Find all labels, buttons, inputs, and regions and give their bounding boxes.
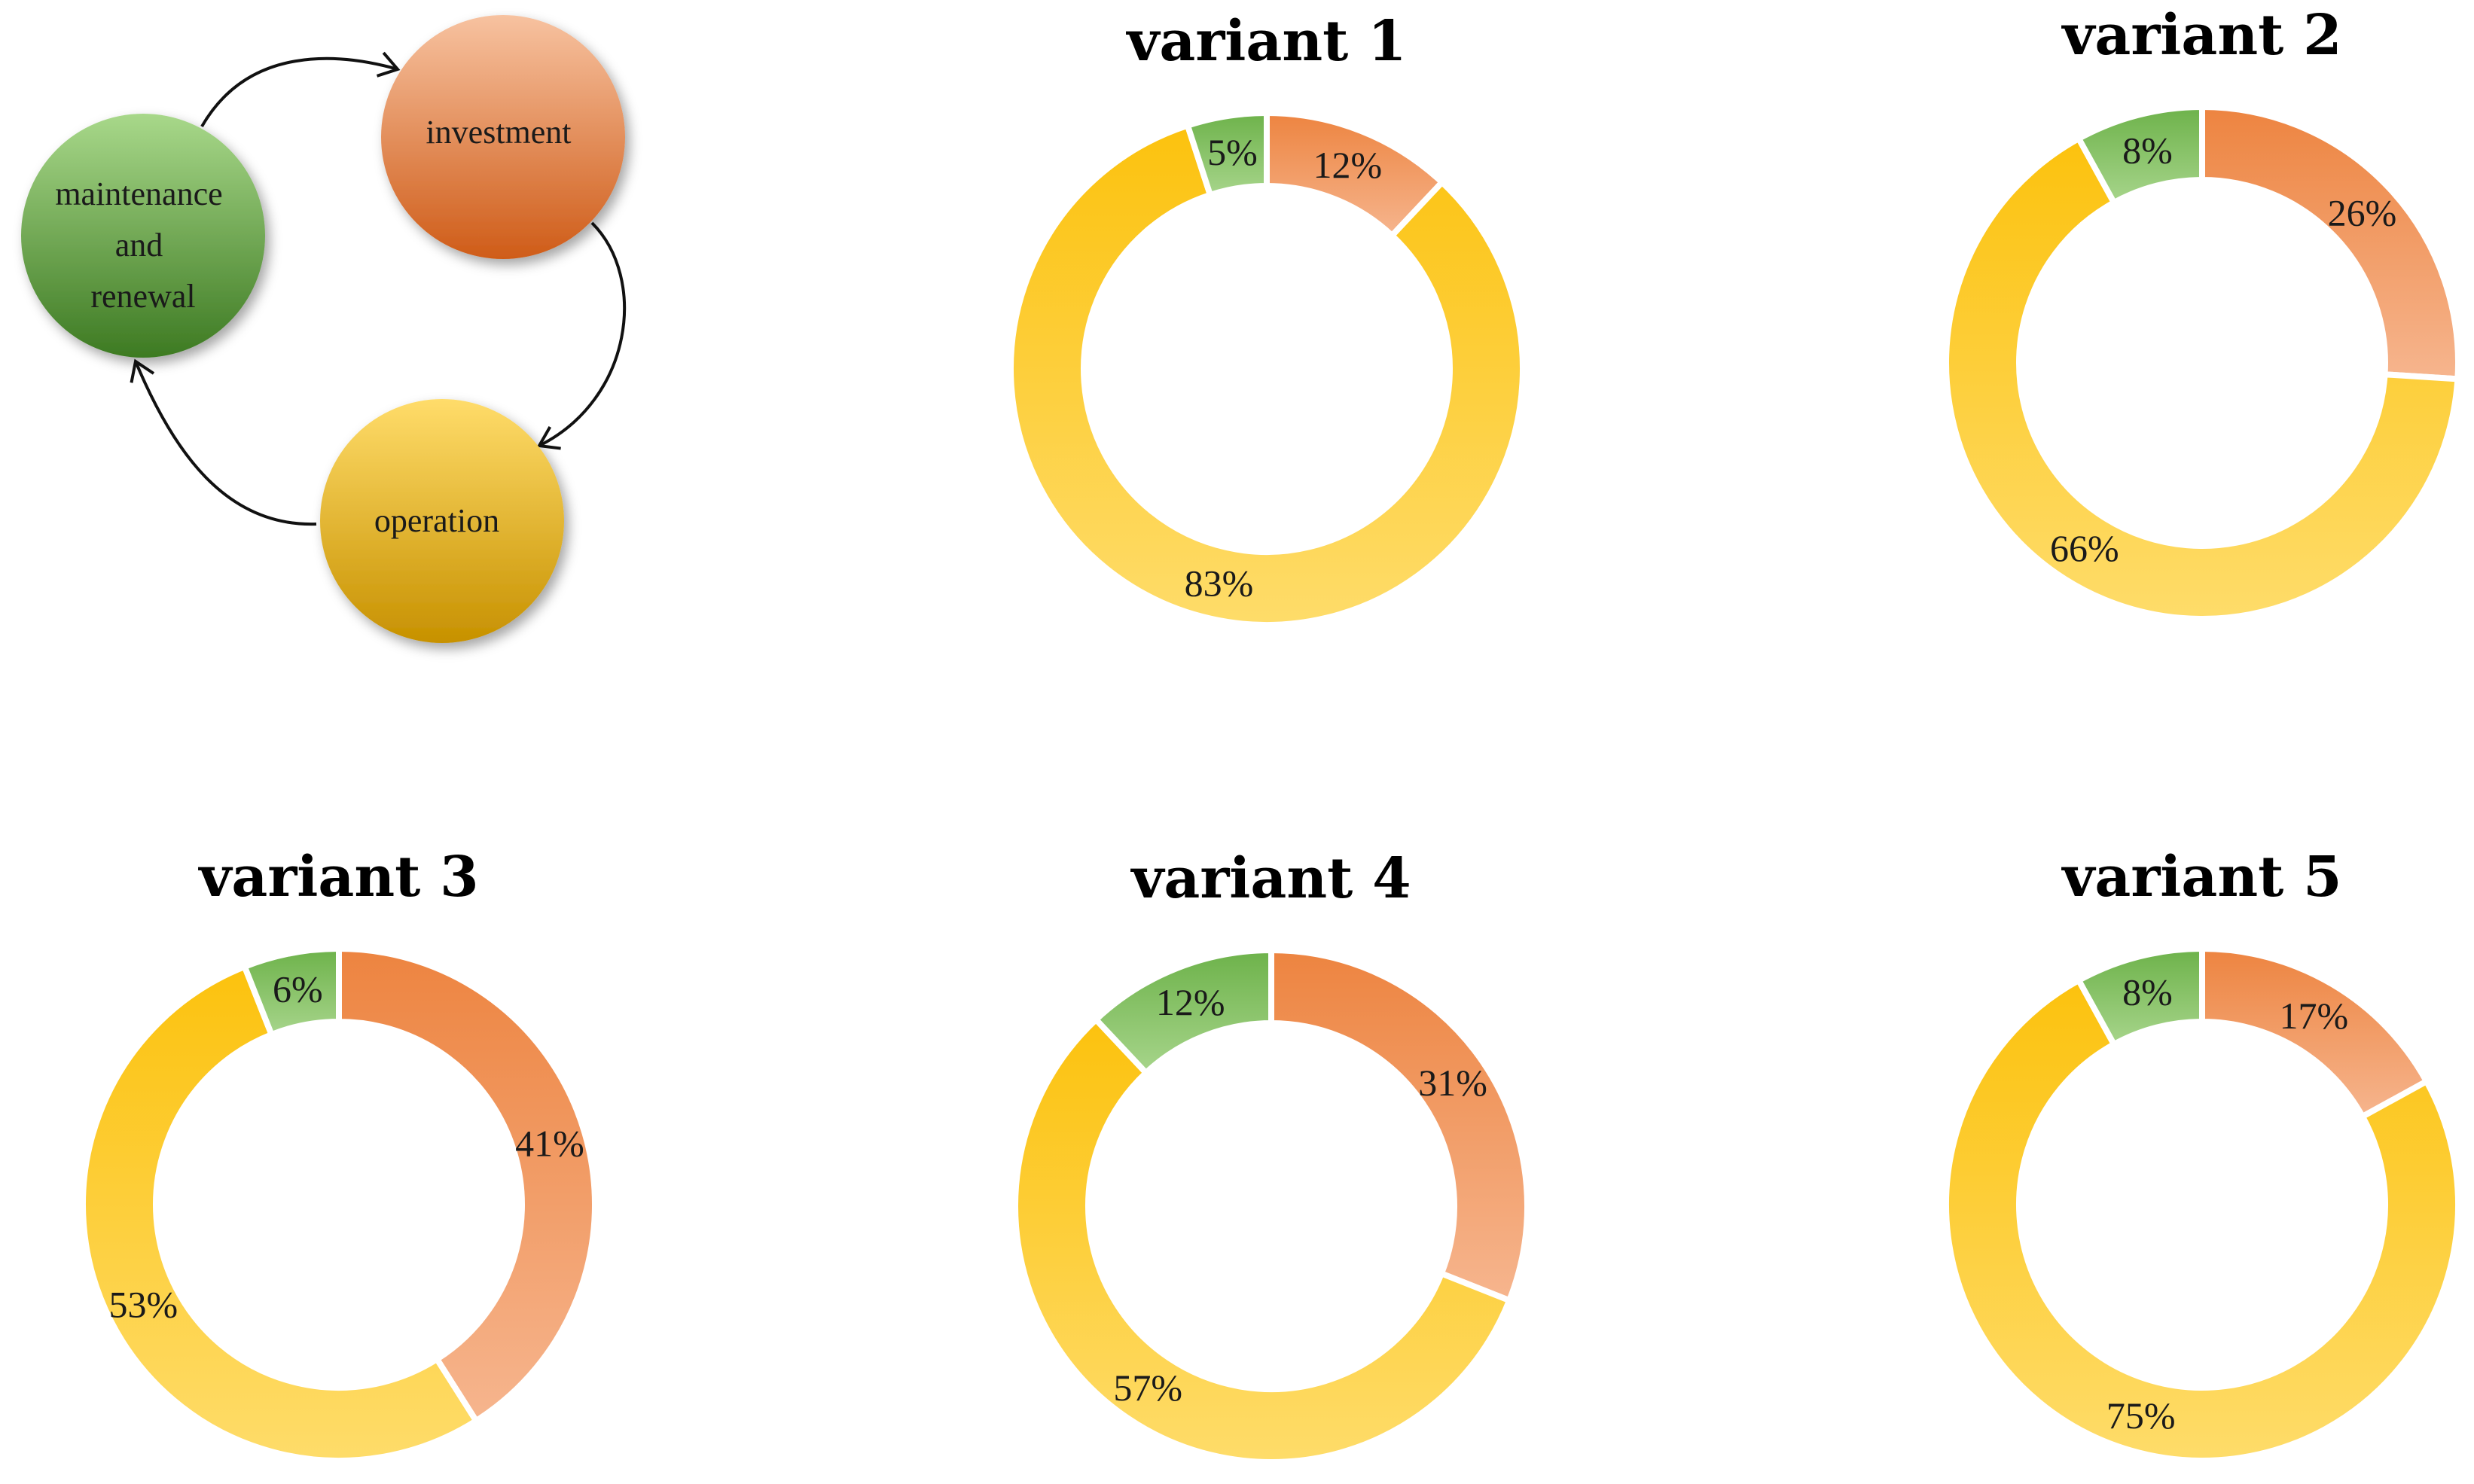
donut-segment-operation bbox=[1008, 121, 1526, 628]
donut-chart-3: variant 3 41% 53% 6% bbox=[80, 845, 598, 1464]
donut-segment-operation bbox=[80, 962, 480, 1464]
donut-chart-5: variant 5 17% 75% 8% bbox=[1943, 845, 2461, 1464]
data-label-maintenance: 6% bbox=[273, 968, 323, 1010]
chart-title: variant 2 bbox=[2061, 3, 2341, 68]
chart-title: variant 3 bbox=[197, 845, 478, 910]
node-investment-label: investment bbox=[426, 114, 571, 151]
donut-segment-maintenance bbox=[2074, 945, 2205, 1049]
data-label-operation: 53% bbox=[108, 1283, 178, 1325]
node-maintenance-and-renewal: maintenance and renewal bbox=[21, 114, 265, 358]
arrow-investment-to-operation bbox=[536, 221, 627, 450]
donut-segment-maintenance bbox=[2074, 103, 2205, 207]
donut-segment-operation bbox=[1943, 134, 2461, 622]
donut-segment-investment bbox=[2199, 103, 2461, 382]
data-label-operation: 83% bbox=[1185, 562, 1254, 604]
data-label-operation: 66% bbox=[2050, 527, 2119, 569]
data-label-maintenance: 8% bbox=[2122, 971, 2173, 1013]
donut-chart-2: variant 2 26% 66% 8% bbox=[1943, 3, 2461, 622]
chart-title: variant 5 bbox=[2061, 845, 2341, 910]
node-maintenance-circle bbox=[21, 114, 265, 358]
data-label-maintenance: 5% bbox=[1207, 131, 1258, 173]
data-label-maintenance: 8% bbox=[2122, 130, 2173, 172]
donut-segment-investment bbox=[336, 945, 598, 1425]
data-label-investment: 17% bbox=[2280, 995, 2349, 1037]
donut-segment-operation bbox=[1943, 976, 2461, 1464]
donut-segment-investment bbox=[1268, 946, 1530, 1305]
donut-segment-maintenance bbox=[1091, 946, 1274, 1077]
node-operation-circle bbox=[320, 399, 564, 643]
data-label-operation: 57% bbox=[1113, 1367, 1182, 1409]
node-operation-label: operation bbox=[374, 502, 499, 539]
data-label-operation: 75% bbox=[2106, 1394, 2176, 1437]
node-investment: investment bbox=[381, 15, 625, 259]
node-maintenance-label: maintenance and renewal bbox=[55, 175, 230, 315]
data-label-investment: 31% bbox=[1418, 1062, 1487, 1104]
node-investment-circle bbox=[381, 15, 625, 259]
chart-title: variant 4 bbox=[1130, 846, 1411, 911]
lifecycle-cycle-diagram: investment operation maintenance and ren… bbox=[21, 15, 627, 643]
donut-chart-1: variant 1 12% 83% 5% bbox=[1008, 9, 1526, 628]
node-operation: operation bbox=[320, 399, 564, 643]
arrow-maintenance-to-investment bbox=[200, 51, 401, 127]
donut-chart-4: variant 4 31% 57% 12% bbox=[1012, 846, 1530, 1465]
arrow-operation-to-maintenance bbox=[130, 358, 317, 526]
data-label-investment: 41% bbox=[515, 1123, 584, 1165]
chart-title: variant 1 bbox=[1125, 9, 1406, 74]
data-label-investment: 12% bbox=[1313, 144, 1382, 186]
donut-charts: variant 112%83%5%variant 226%66%8%varian… bbox=[80, 3, 2461, 1465]
data-label-investment: 26% bbox=[2328, 191, 2397, 233]
donut-segment-operation bbox=[1012, 1015, 1514, 1465]
donut-segment-maintenance bbox=[1183, 109, 1270, 199]
data-label-maintenance: 12% bbox=[1156, 981, 1225, 1023]
donut-segment-maintenance bbox=[240, 945, 342, 1039]
